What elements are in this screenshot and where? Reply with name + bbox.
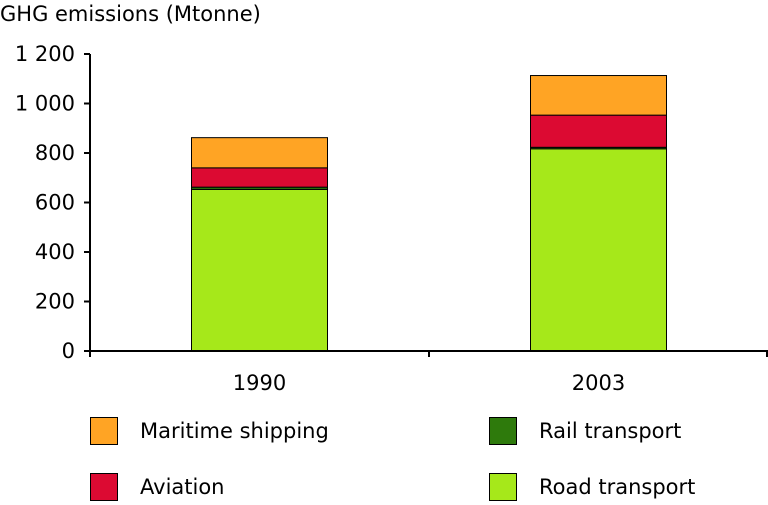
y-tick-label-0: 0 (62, 339, 75, 363)
bar-maritime-shipping-1990 (191, 137, 328, 169)
bar-road-transport-1990 (191, 188, 328, 352)
bar-aviation-2003 (530, 114, 667, 148)
x-tick-label-2003: 2003 (572, 371, 625, 395)
y-tick-label-1200: 1 200 (15, 42, 75, 66)
y-tick-label-1000: 1 000 (15, 92, 75, 116)
y-tick-label-800: 800 (35, 141, 75, 165)
y-tick-label-200: 200 (35, 290, 75, 314)
y-axis-title: GHG emissions (Mtonne) (0, 2, 261, 26)
bar-aviation-1990 (191, 167, 328, 188)
y-tick-label-400: 400 (35, 240, 75, 264)
y-tick-label-600: 600 (35, 191, 75, 215)
bar-road-transport-2003 (530, 148, 667, 352)
x-tick-label-1990: 1990 (233, 371, 286, 395)
bar-maritime-shipping-2003 (530, 75, 667, 116)
